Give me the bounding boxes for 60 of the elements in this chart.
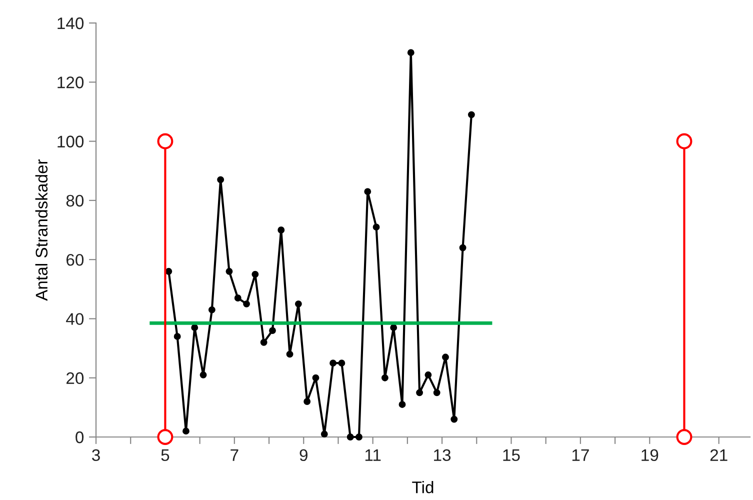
point — [424, 371, 432, 378]
point — [234, 294, 242, 302]
y-axis-title: Antal Strandskader — [35, 159, 48, 301]
point — [157, 133, 174, 150]
point — [294, 300, 302, 308]
x-tick-label: 19 — [642, 449, 658, 462]
point — [398, 401, 406, 408]
y-tick-label: 100 — [58, 136, 84, 148]
x-tick-label: 11 — [365, 449, 381, 461]
point — [442, 354, 449, 361]
point — [226, 268, 233, 275]
point — [200, 371, 207, 378]
x-axis-title: Tid — [412, 481, 434, 494]
x-tick-label: 7 — [230, 449, 238, 461]
x-tick-label: 21 — [710, 449, 728, 461]
y-tick-label: 0 — [76, 431, 84, 444]
point — [208, 306, 216, 314]
point — [182, 428, 190, 435]
point — [312, 374, 320, 382]
point — [676, 429, 692, 445]
point — [676, 133, 692, 150]
point — [372, 224, 380, 231]
x-tick-label: 9 — [300, 449, 308, 462]
point — [416, 389, 424, 396]
x-tick-label: 17 — [572, 449, 589, 461]
point — [217, 176, 224, 184]
y-tick-label: 80 — [66, 194, 84, 207]
point — [450, 416, 458, 423]
point — [468, 111, 475, 118]
point — [252, 270, 259, 278]
point — [278, 226, 285, 234]
point — [459, 244, 466, 252]
point — [346, 434, 354, 440]
point — [338, 360, 346, 367]
point — [407, 49, 414, 56]
point — [191, 324, 198, 332]
point — [390, 324, 398, 332]
point — [260, 338, 268, 346]
point — [286, 350, 294, 358]
point — [243, 300, 250, 308]
point — [304, 398, 311, 405]
point — [356, 434, 362, 440]
x-tick-label: 5 — [161, 449, 170, 462]
y-tick-label: 120 — [58, 76, 84, 88]
point — [157, 429, 174, 445]
point — [320, 430, 328, 438]
y-tick-label: 40 — [66, 313, 84, 325]
point — [381, 374, 388, 382]
point — [269, 327, 276, 334]
point — [364, 188, 372, 196]
x-tick-label: 15 — [503, 449, 520, 462]
point — [330, 360, 337, 367]
y-tick-label: 140 — [58, 17, 84, 30]
x-tick-label: 13 — [434, 449, 451, 462]
x-tick-label: 3 — [92, 449, 100, 462]
point — [433, 389, 440, 396]
point — [165, 268, 172, 275]
y-tick-label: 20 — [66, 372, 84, 384]
point — [174, 332, 181, 340]
y-tick-label: 60 — [66, 254, 84, 266]
